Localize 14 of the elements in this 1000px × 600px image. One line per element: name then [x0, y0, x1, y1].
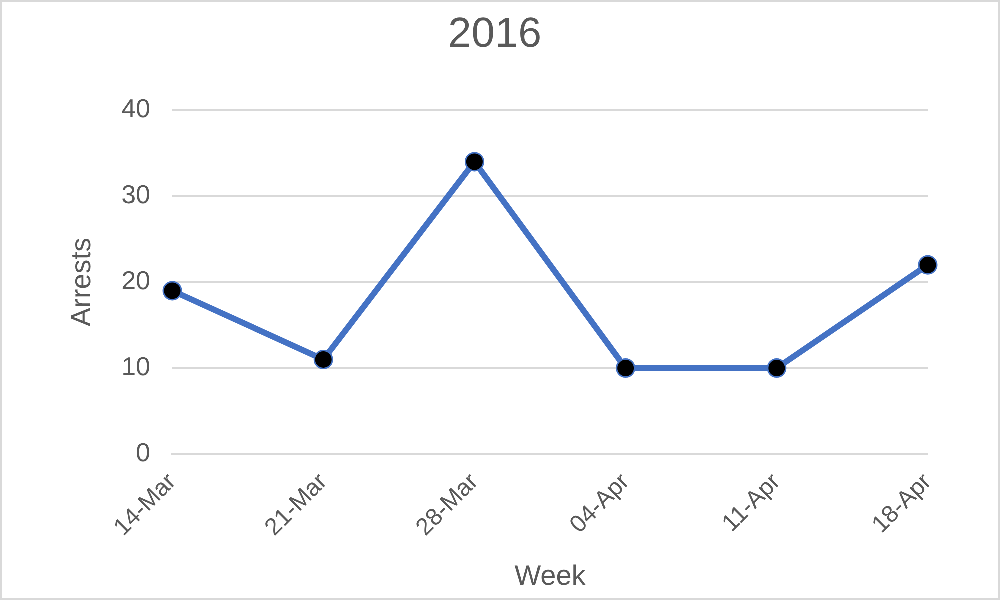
y-tick-label: 20 — [122, 266, 151, 296]
y-tick-label: 0 — [136, 437, 151, 468]
point — [162, 281, 182, 301]
point — [767, 358, 787, 378]
chart-title: 2016 — [448, 8, 542, 56]
point — [616, 358, 636, 378]
point — [314, 350, 334, 370]
y-tick-label: 30 — [122, 180, 151, 210]
point — [918, 255, 938, 275]
y-tick-label: 40 — [122, 94, 151, 124]
point — [464, 152, 484, 172]
x-axis-title: Week — [514, 560, 587, 591]
y-tick-label: 10 — [122, 351, 151, 382]
y-axis-title: Arrests — [66, 238, 97, 327]
